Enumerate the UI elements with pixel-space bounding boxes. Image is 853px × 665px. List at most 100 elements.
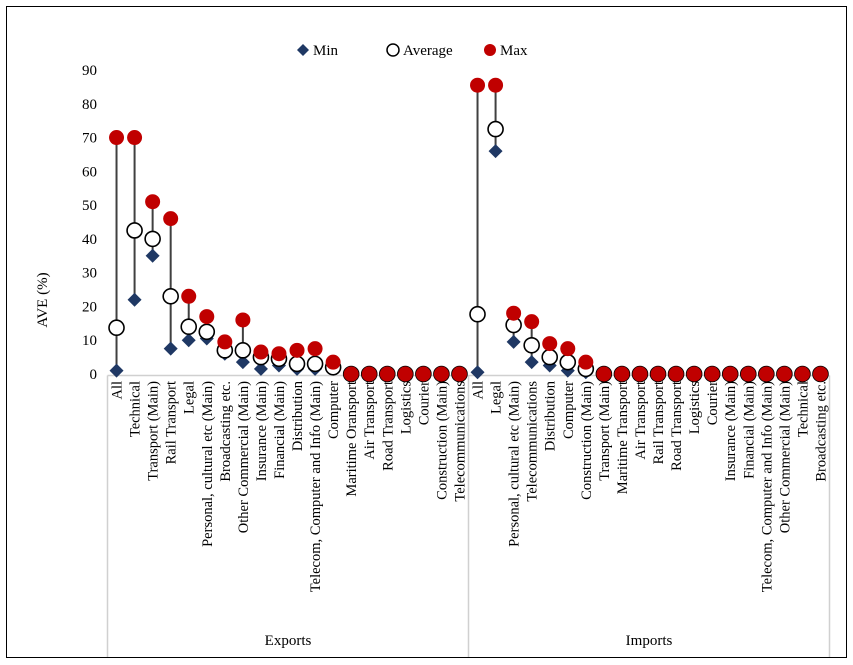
category-label: Rail Transport (164, 381, 180, 464)
category-label: Insurance (Main) (723, 381, 739, 481)
average-point (234, 342, 252, 359)
category-label: Transport (Main) (146, 381, 162, 481)
max-point (217, 334, 233, 350)
max-point (433, 366, 449, 382)
y-tick-label: 20 (82, 299, 97, 315)
max-point (812, 366, 828, 382)
max-point (271, 346, 287, 362)
max-point (415, 366, 431, 382)
max-point (542, 336, 558, 352)
legend: Min Average Max (297, 43, 528, 59)
category-label: Personal, cultural etc (Main) (507, 381, 523, 547)
category-label: Construction (Main) (579, 381, 595, 500)
average-point (108, 319, 125, 337)
y-tick-label: 40 (82, 232, 97, 248)
category-label: Other Commercial (Main) (236, 381, 252, 533)
max-point (578, 354, 594, 370)
category-label: Air Transport (633, 381, 649, 460)
category-label: Computer (561, 381, 577, 439)
category-label: Logistics (398, 381, 414, 435)
max-point (379, 366, 395, 382)
y-tick-label: 30 (82, 266, 97, 282)
max-point (109, 130, 125, 146)
max-point (506, 305, 522, 321)
max-point (668, 366, 684, 382)
average-point (288, 355, 306, 373)
average-point (559, 353, 577, 371)
category-label: Telecommunications (452, 381, 468, 502)
chart-marks (108, 77, 829, 383)
legend-min-icon (297, 44, 309, 56)
max-point (722, 366, 738, 382)
category-label: Insurance (Main) (254, 381, 270, 481)
max-point (235, 312, 251, 328)
category-label: Financial (Main) (272, 381, 288, 479)
category-label: Distribution (543, 380, 559, 451)
category-label: Rail Transport (651, 381, 667, 464)
category-label: Air Transport (362, 381, 378, 460)
average-point (541, 348, 559, 366)
y-tick-label: 0 (90, 367, 98, 383)
legend-min-label: Min (313, 43, 339, 59)
legend-max-icon (484, 44, 496, 56)
category-label: Maritime Transport (615, 381, 631, 494)
category-label: Maritime Oransport (344, 381, 360, 497)
category-label: All (471, 381, 487, 400)
min-point (127, 292, 142, 307)
category-label: Other Commercial (Main) (777, 381, 793, 533)
max-point (758, 366, 774, 382)
y-axis-label: AVE (%) (35, 272, 51, 327)
chart-frame (6, 6, 847, 658)
average-point (523, 336, 540, 354)
average-point (162, 288, 179, 305)
min-point (253, 361, 268, 376)
max-point (470, 77, 486, 93)
y-tick-label: 90 (82, 63, 97, 79)
max-point (397, 366, 413, 382)
max-point (632, 366, 648, 382)
max-point (560, 341, 576, 357)
average-point (487, 120, 504, 138)
min-point (235, 355, 250, 370)
min-point (506, 334, 521, 349)
max-point (325, 354, 341, 370)
average-point (198, 323, 216, 341)
max-point (704, 366, 720, 382)
max-point (145, 194, 161, 210)
y-tick-label: 60 (82, 164, 97, 180)
category-label: Broadcasting etc. (218, 381, 234, 482)
max-point (361, 366, 377, 382)
average-point (306, 355, 324, 373)
min-point (109, 363, 124, 378)
legend-average-label: Average (403, 43, 453, 59)
max-point (686, 366, 702, 382)
min-point (470, 365, 485, 380)
max-point (307, 341, 323, 357)
max-point (524, 314, 540, 330)
max-point (614, 366, 630, 382)
max-point (253, 344, 269, 360)
max-point (488, 77, 504, 93)
category-label: Technical (795, 381, 811, 437)
category-label: Personal, cultural etc (Main) (200, 381, 216, 547)
max-point (776, 366, 792, 382)
category-label: All (110, 381, 126, 400)
max-point (127, 130, 143, 146)
max-point (181, 288, 197, 304)
min-point (488, 144, 503, 159)
min-point (524, 355, 539, 370)
category-label: Financial (Main) (741, 381, 757, 479)
category-label: Distribution (290, 380, 306, 451)
max-point (650, 366, 666, 382)
category-label: Construction (Main) (434, 381, 450, 500)
max-point (794, 366, 810, 382)
legend-max-label: Max (500, 43, 528, 59)
max-point (451, 366, 467, 382)
min-point (181, 333, 196, 348)
min-point (145, 248, 160, 263)
category-label: Computer (326, 381, 342, 439)
category-label: Road Transport (669, 381, 685, 471)
category-label: Courier (705, 381, 721, 425)
